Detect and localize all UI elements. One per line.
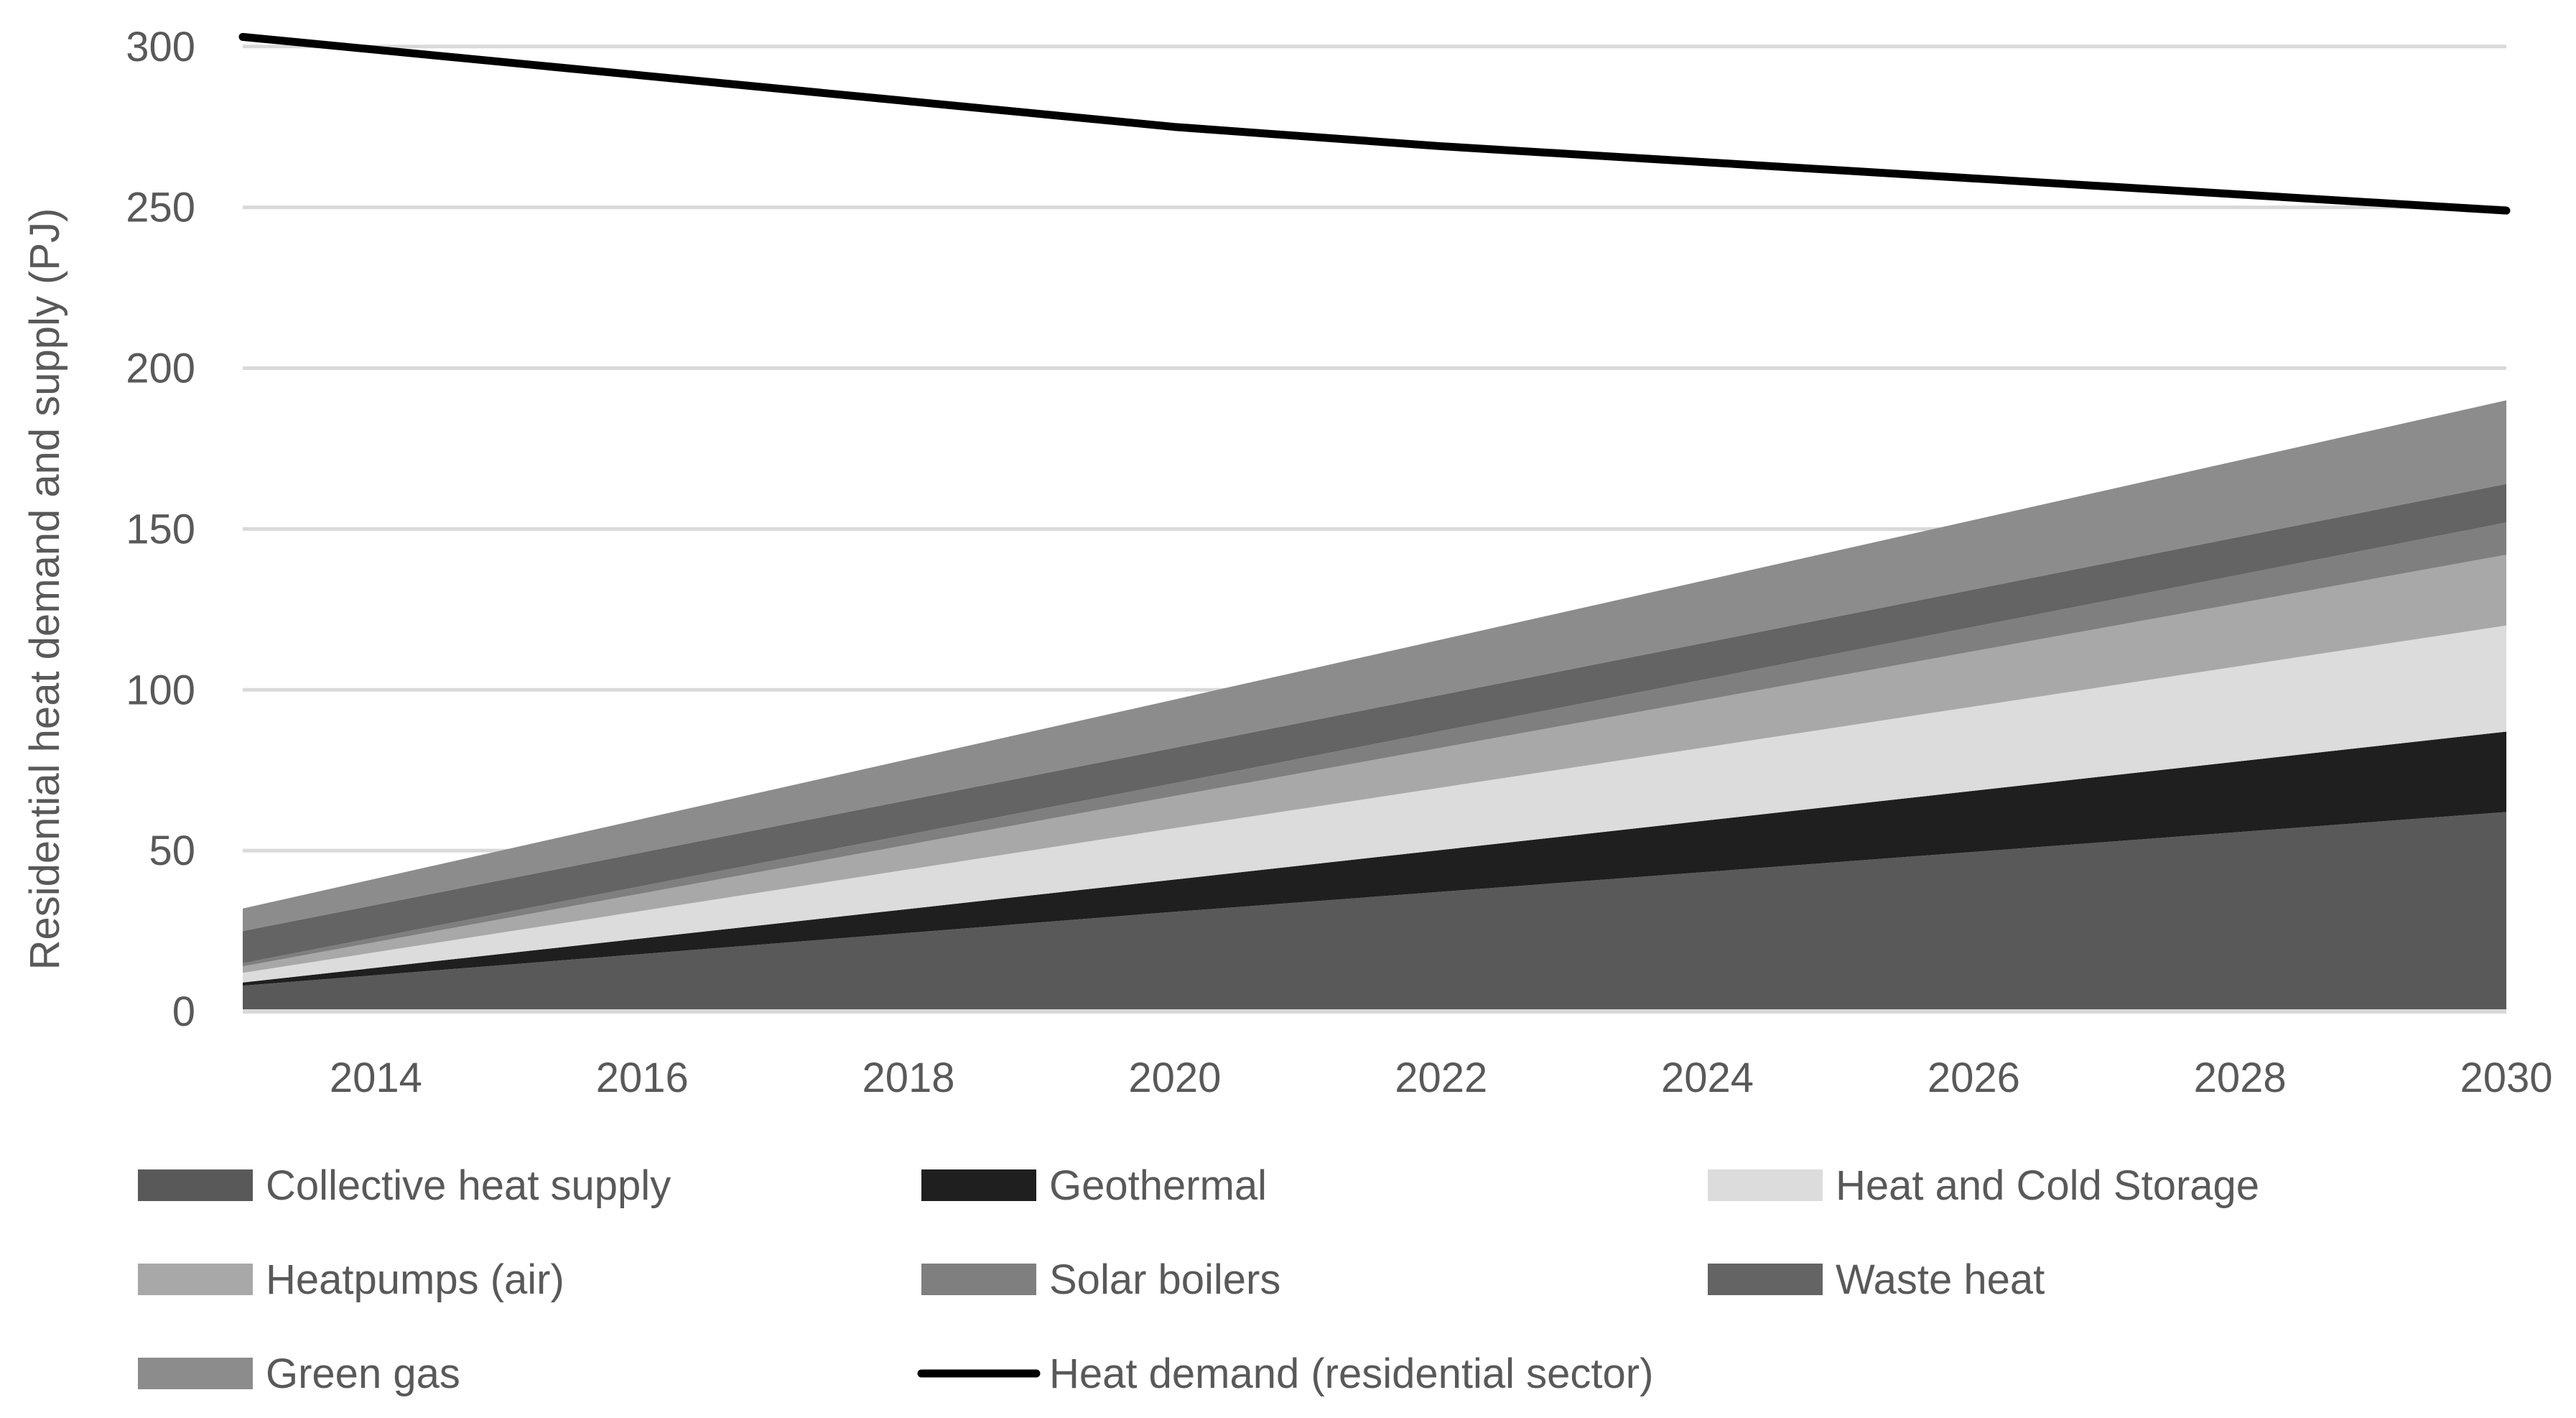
y-tick-label: 300: [126, 24, 195, 70]
legend-swatch: [921, 1264, 1036, 1295]
y-tick-label: 100: [126, 667, 195, 713]
legend-label: Geothermal: [1049, 1162, 1267, 1209]
x-tick-label: 2020: [1128, 1055, 1221, 1101]
y-axis-ticks: 0 50 100 150 200 250 300: [126, 24, 195, 1035]
area-solar-boilers: [243, 522, 2506, 967]
x-tick-label: 2014: [330, 1055, 422, 1101]
area-collective-heat-supply: [243, 812, 2506, 1011]
x-tick-label: 2022: [1395, 1055, 1487, 1101]
x-tick-label: 2016: [596, 1055, 689, 1101]
legend-swatch: [138, 1169, 253, 1201]
legend: Collective heat supply Geothermal Heat and…: [138, 1162, 2259, 1397]
area-heatpumps-air: [243, 555, 2506, 973]
y-tick-label: 150: [126, 506, 195, 552]
area-waste-heat: [243, 483, 2506, 963]
line-heat-demand-residential-sector: [238, 32, 2511, 215]
legend-swatch: [1708, 1264, 1823, 1295]
y-tick-label: 200: [126, 346, 195, 392]
legend-item-heat-demand-residential-sector: Heat demand (residential sector): [917, 1350, 1653, 1397]
legend-label: Waste heat: [1836, 1256, 2045, 1303]
legend-item-green-gas: Green gas: [138, 1350, 460, 1397]
legend-swatch: [1708, 1169, 1823, 1201]
y-tick-label: 250: [126, 185, 195, 231]
legend-label: Solar boilers: [1049, 1256, 1280, 1303]
legend-item-collective-heat-supply: Collective heat supply: [138, 1162, 671, 1209]
legend-label: Green gas: [266, 1350, 460, 1397]
x-tick-label: 2018: [862, 1055, 955, 1101]
x-tick-label: 2030: [2460, 1055, 2552, 1101]
legend-item-waste-heat: Waste heat: [1708, 1256, 2045, 1303]
legend-item-solar-boilers: Solar boilers: [921, 1256, 1280, 1303]
legend-swatch: [921, 1169, 1036, 1201]
legend-label: Heat and Cold Storage: [1836, 1162, 2259, 1209]
x-tick-label: 2024: [1661, 1055, 1754, 1101]
area-green-gas: [243, 400, 2506, 932]
area-heat-and-cold-storage: [243, 625, 2506, 983]
stacked-areas: [243, 400, 2506, 1011]
legend-swatch: [138, 1264, 253, 1295]
legend-swatch: [138, 1358, 253, 1389]
legend-label: Collective heat supply: [266, 1162, 671, 1209]
x-tick-label: 2028: [2194, 1055, 2287, 1101]
x-axis-ticks: 2014 2016 2018 2020 2022 2024 2026 2028 2030: [330, 1055, 2553, 1101]
y-tick-label: 0: [172, 988, 195, 1035]
legend-item-heat-and-cold-storage: Heat and Cold Storage: [1708, 1162, 2259, 1209]
legend-item-geothermal: Geothermal: [921, 1162, 1267, 1209]
legend-label: Heatpumps (air): [266, 1256, 564, 1303]
legend-label: Heat demand (residential sector): [1049, 1350, 1653, 1397]
demand-line: [238, 32, 2511, 215]
y-tick-label: 50: [149, 828, 195, 874]
legend-item-heatpumps-air: Heatpumps (air): [138, 1256, 564, 1303]
area-geothermal: [243, 731, 2506, 986]
y-axis-label: Residential heat demand and supply (PJ): [22, 208, 68, 970]
x-tick-label: 2026: [1928, 1055, 2020, 1101]
